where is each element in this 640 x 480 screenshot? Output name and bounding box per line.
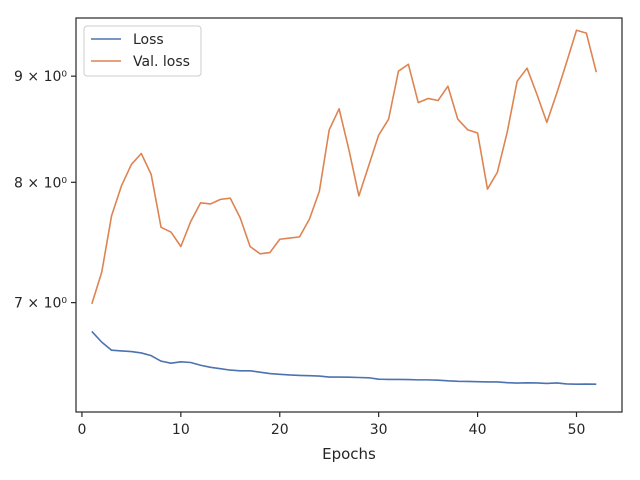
legend-label-val-loss: Val. loss [133, 54, 190, 70]
y-tick-label: 7 × 10⁰ [14, 296, 67, 312]
y-axis: 7 × 10⁰ 8 × 10⁰ 9 × 10⁰ [14, 69, 76, 312]
y-tick-label: 9 × 10⁰ [14, 69, 67, 85]
x-tick-label: 30 [370, 422, 388, 438]
legend-label-loss: Loss [133, 32, 164, 48]
x-axis: 0 10 20 30 40 50 [77, 412, 585, 438]
x-tick-label: 40 [469, 422, 487, 438]
legend: Loss Val. loss [83, 25, 202, 77]
plot-frame [75, 17, 623, 413]
x-tick-label: 10 [172, 422, 190, 438]
plot-series [91, 29, 598, 386]
series-line-0 [91, 330, 597, 386]
y-tick-label: 8 × 10⁰ [14, 175, 67, 191]
x-tick-label: 20 [271, 422, 289, 438]
x-tick-label: 50 [568, 422, 586, 438]
x-axis-label: Epochs [322, 445, 376, 463]
x-tick-label: 0 [77, 422, 86, 438]
series-line-1 [91, 29, 598, 305]
